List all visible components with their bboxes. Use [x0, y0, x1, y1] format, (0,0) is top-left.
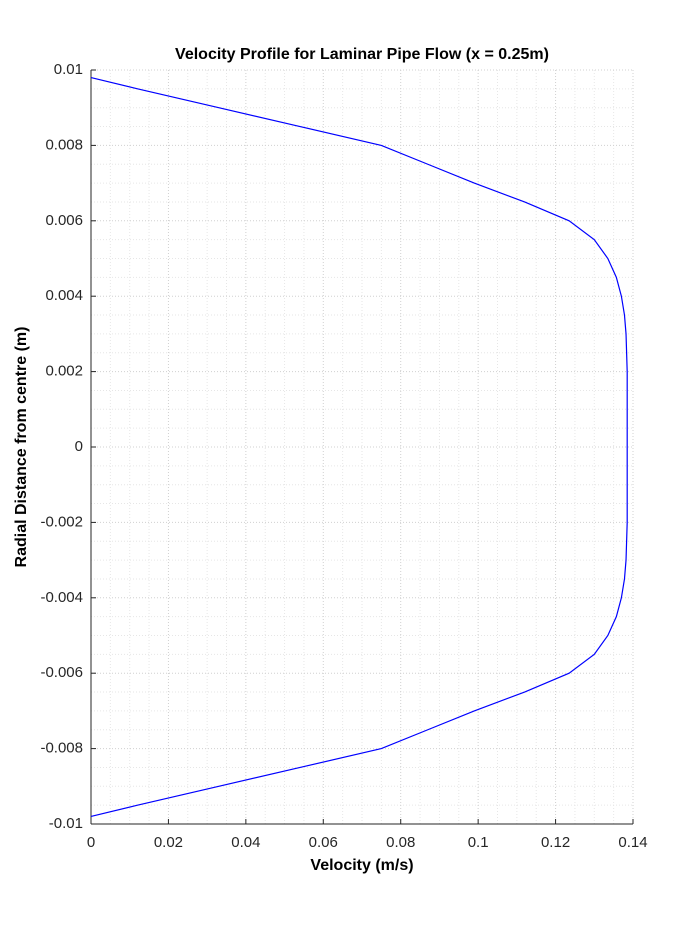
x-tick-label: 0.06: [309, 834, 338, 851]
x-tick-label: 0.02: [154, 834, 183, 851]
y-tick-label: 0: [75, 438, 83, 455]
x-tick-label: 0: [87, 834, 95, 851]
x-axis-label: Velocity (m/s): [310, 857, 413, 874]
y-tick-label: -0.004: [40, 589, 83, 606]
y-axis-label: Radial Distance from centre (m): [13, 327, 30, 568]
x-tick-label: 0.08: [386, 834, 415, 851]
x-tick-label: 0.14: [618, 834, 647, 851]
y-tick-label: 0.002: [45, 363, 83, 380]
y-tick-label: -0.002: [40, 513, 83, 530]
y-tick-label: -0.01: [49, 815, 83, 832]
chart-title: Velocity Profile for Laminar Pipe Flow (…: [175, 46, 549, 63]
y-tick-label: 0.004: [45, 287, 83, 304]
x-tick-label: 0.04: [231, 834, 260, 851]
y-tick-label: 0.01: [54, 61, 83, 78]
y-tick-label: 0.008: [45, 136, 83, 153]
x-tick-label: 0.1: [468, 834, 489, 851]
y-tick-label: -0.008: [40, 740, 83, 757]
data-line: [90, 76, 628, 818]
y-tick-label: 0.006: [45, 212, 83, 229]
y-tick-label: -0.006: [40, 664, 83, 681]
x-tick-label: 0.12: [541, 834, 570, 851]
